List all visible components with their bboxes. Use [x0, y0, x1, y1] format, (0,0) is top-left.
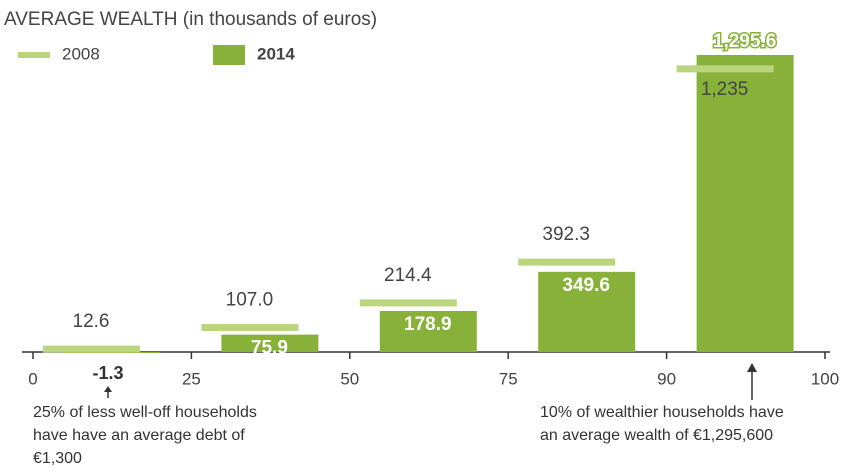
value-label: 349.6	[562, 275, 610, 296]
annotation: an average wealth of €1,295,600	[540, 427, 773, 444]
x-tick-label: 100	[811, 369, 839, 388]
annotation: 25% of less well-off households	[33, 404, 257, 421]
chart-title: AVERAGE WEALTH (in thousands of euros)	[4, 9, 377, 30]
value-label: 107.0	[226, 289, 274, 310]
legend-label: 2008	[62, 44, 100, 63]
legend-swatch	[213, 45, 245, 65]
legend-label: 2014	[257, 44, 295, 63]
x-tick-label: 0	[28, 369, 37, 388]
x-tick-label: 75	[499, 369, 518, 388]
value-label: 214.4	[384, 265, 432, 286]
value-label: 12.6	[73, 311, 110, 332]
value-label: -1.3	[92, 363, 123, 383]
bar-2014	[379, 310, 477, 352]
value-label: 75.9	[251, 338, 288, 359]
bar-2014	[538, 271, 636, 352]
bar-2014	[221, 334, 319, 352]
annotation: 10% of wealthier households have	[540, 404, 784, 421]
value-label: 178.9	[404, 314, 452, 335]
value-label: 1,235	[701, 79, 749, 100]
value-label: 392.3	[542, 224, 590, 245]
annotation: have have an average debt of	[33, 427, 245, 444]
x-tick-label: 90	[657, 369, 676, 388]
value-label: 1,295.6	[713, 31, 776, 52]
x-tick-label: 25	[182, 369, 201, 388]
x-tick-label: 50	[340, 369, 359, 388]
annotation: €1,300	[33, 450, 82, 467]
arrow-head	[104, 386, 112, 392]
bar-2014	[696, 55, 794, 353]
arrow-head	[747, 363, 757, 372]
